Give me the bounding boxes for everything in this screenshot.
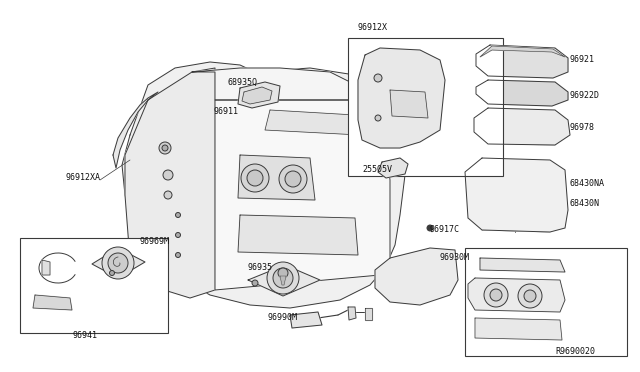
Polygon shape bbox=[238, 82, 280, 108]
Polygon shape bbox=[33, 295, 72, 310]
Polygon shape bbox=[390, 90, 428, 118]
Polygon shape bbox=[265, 110, 360, 135]
Text: R9690020: R9690020 bbox=[555, 347, 595, 356]
Polygon shape bbox=[475, 318, 562, 340]
Polygon shape bbox=[238, 155, 315, 200]
Text: 96935: 96935 bbox=[248, 263, 273, 273]
Polygon shape bbox=[348, 307, 356, 320]
Polygon shape bbox=[215, 100, 390, 290]
Text: 96911: 96911 bbox=[213, 108, 238, 116]
Polygon shape bbox=[125, 68, 215, 298]
Circle shape bbox=[102, 247, 134, 279]
Polygon shape bbox=[242, 87, 272, 104]
Circle shape bbox=[164, 191, 172, 199]
Polygon shape bbox=[92, 248, 145, 278]
Polygon shape bbox=[113, 92, 158, 168]
Text: 96921: 96921 bbox=[570, 55, 595, 64]
Text: 96978: 96978 bbox=[570, 124, 595, 132]
Polygon shape bbox=[290, 312, 322, 328]
Circle shape bbox=[159, 142, 171, 154]
Polygon shape bbox=[480, 46, 565, 57]
Circle shape bbox=[278, 268, 288, 278]
Text: 96930M: 96930M bbox=[440, 253, 470, 263]
Circle shape bbox=[285, 171, 301, 187]
Text: 68430N: 68430N bbox=[570, 199, 600, 208]
Polygon shape bbox=[192, 68, 360, 100]
Polygon shape bbox=[476, 45, 568, 78]
Circle shape bbox=[247, 170, 263, 186]
Polygon shape bbox=[375, 248, 458, 305]
Polygon shape bbox=[358, 48, 445, 148]
Circle shape bbox=[163, 170, 173, 180]
Bar bbox=[20, 238, 168, 333]
Circle shape bbox=[273, 268, 293, 288]
Text: 68935Q: 68935Q bbox=[228, 77, 258, 87]
Polygon shape bbox=[468, 278, 565, 312]
Circle shape bbox=[108, 253, 128, 273]
Polygon shape bbox=[280, 276, 286, 285]
Circle shape bbox=[252, 280, 258, 286]
Circle shape bbox=[427, 225, 433, 231]
Circle shape bbox=[109, 270, 115, 276]
Polygon shape bbox=[378, 158, 408, 178]
Circle shape bbox=[484, 283, 508, 307]
Bar bbox=[465, 248, 627, 356]
Circle shape bbox=[175, 232, 180, 237]
Polygon shape bbox=[476, 80, 568, 106]
Circle shape bbox=[375, 115, 381, 121]
Text: 96969M: 96969M bbox=[140, 237, 170, 247]
Circle shape bbox=[175, 212, 180, 218]
Text: 96922D: 96922D bbox=[570, 90, 600, 99]
Circle shape bbox=[490, 289, 502, 301]
Polygon shape bbox=[474, 108, 570, 145]
Circle shape bbox=[267, 262, 299, 294]
Polygon shape bbox=[365, 308, 372, 320]
Circle shape bbox=[162, 145, 168, 151]
Polygon shape bbox=[122, 62, 405, 308]
Circle shape bbox=[241, 164, 269, 192]
Polygon shape bbox=[238, 215, 358, 255]
Text: 25505V: 25505V bbox=[362, 166, 392, 174]
Circle shape bbox=[374, 74, 382, 82]
Circle shape bbox=[279, 165, 307, 193]
Text: 96912X: 96912X bbox=[358, 23, 388, 32]
Text: 96912XA: 96912XA bbox=[65, 173, 100, 183]
Polygon shape bbox=[480, 258, 565, 272]
Polygon shape bbox=[42, 260, 50, 275]
Polygon shape bbox=[248, 265, 320, 296]
Text: 96990M: 96990M bbox=[268, 314, 298, 323]
Text: 68430NA: 68430NA bbox=[570, 179, 605, 187]
Polygon shape bbox=[465, 158, 568, 232]
Circle shape bbox=[518, 284, 542, 308]
Bar bbox=[348, 38, 503, 176]
Text: 96917C: 96917C bbox=[430, 225, 460, 234]
Circle shape bbox=[524, 290, 536, 302]
Text: 96941: 96941 bbox=[72, 331, 97, 340]
Circle shape bbox=[175, 253, 180, 257]
